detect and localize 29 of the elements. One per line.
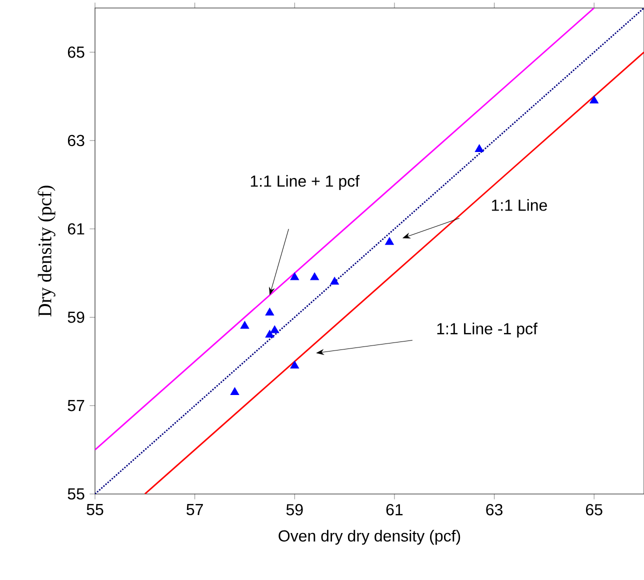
point (265, 330, 274, 338)
x-tick-label: 57 (186, 504, 203, 516)
y-tick-label: 61 (68, 223, 84, 235)
y-axis-title: Dry density (pcf) (38, 186, 56, 317)
x-tick-label: 59 (286, 504, 303, 516)
x-tick-label: 55 (86, 504, 104, 516)
point (474, 144, 484, 152)
annotation: 1:1 Line + 1 pcf (250, 175, 360, 190)
x-tick-label: 63 (486, 504, 502, 516)
point (265, 308, 274, 316)
point (270, 325, 280, 334)
y-tick-label: 57 (68, 400, 84, 412)
point (330, 276, 339, 285)
x-tick-label: 61 (386, 504, 403, 516)
point (590, 96, 599, 104)
y-tick-label: 55 (68, 488, 84, 500)
x-axis-title: Oven dry dry density (pcf) (278, 530, 460, 545)
y-tick-label: 59 (68, 312, 84, 323)
point (385, 237, 394, 245)
x-tick-label: 65 (586, 504, 602, 516)
point (240, 321, 250, 329)
annotation: 1:1 Line -1 pcf (437, 322, 538, 338)
point (290, 360, 300, 369)
y-tick-label: 63 (68, 134, 84, 146)
annotation: 1:1 Line (492, 199, 547, 211)
point (230, 387, 240, 396)
point (310, 272, 320, 280)
y-tick-label: 65 (68, 46, 84, 58)
point (290, 272, 300, 280)
